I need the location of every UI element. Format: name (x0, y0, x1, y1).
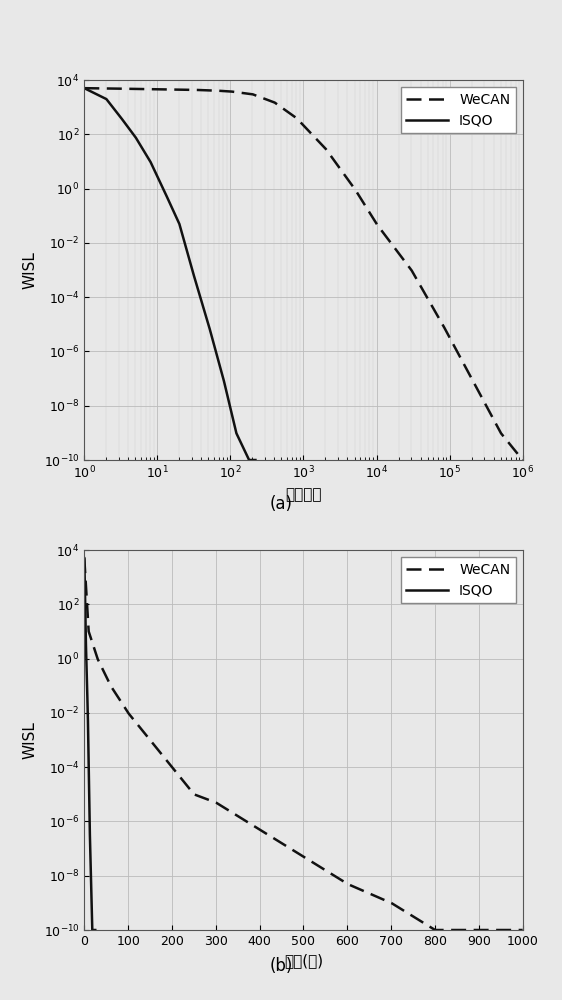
WeCAN (157, 747, 164, 759)
WeCAN (268, 95, 275, 107)
ISQO (92, 924, 99, 936)
ISQO (198, 296, 205, 308)
ISQO (246, 454, 252, 466)
ISQO (156, 175, 163, 187)
WeCAN (268, 831, 275, 843)
WeCAN (511, 443, 518, 455)
WeCAN (157, 83, 164, 95)
WeCAN (464, 364, 470, 376)
WeCAN (511, 924, 518, 936)
ISQO (252, 454, 259, 466)
Line: ISQO: ISQO (84, 558, 95, 930)
X-axis label: 时间(秒): 时间(秒) (284, 953, 323, 968)
ISQO (150, 162, 157, 174)
Legend: WeCAN, ISQO: WeCAN, ISQO (401, 557, 516, 603)
Line: ISQO: ISQO (84, 88, 256, 460)
ISQO (81, 552, 88, 564)
WeCAN (519, 454, 526, 466)
WeCAN (249, 88, 256, 100)
ISQO (81, 82, 88, 94)
Line: WeCAN: WeCAN (84, 88, 523, 460)
ISQO (89, 924, 96, 936)
ISQO (98, 91, 105, 103)
X-axis label: 迭代次数: 迭代次数 (285, 487, 321, 502)
ISQO (217, 363, 224, 375)
ISQO (89, 924, 96, 936)
ISQO (86, 789, 93, 801)
ISQO (88, 909, 95, 921)
WeCAN (81, 552, 88, 564)
ISQO (82, 613, 89, 625)
ISQO (90, 924, 97, 936)
Text: (b): (b) (269, 957, 293, 975)
WeCAN (131, 714, 138, 726)
WeCAN (432, 924, 438, 936)
WeCAN (464, 924, 470, 936)
WeCAN (519, 924, 526, 936)
Line: WeCAN: WeCAN (84, 558, 523, 930)
Y-axis label: WISL: WISL (23, 721, 38, 759)
WeCAN (81, 82, 88, 94)
Legend: WeCAN, ISQO: WeCAN, ISQO (401, 87, 516, 133)
WeCAN (131, 83, 138, 95)
ISQO (214, 352, 221, 364)
Y-axis label: WISL: WISL (23, 251, 38, 289)
Text: (a): (a) (270, 495, 292, 513)
WeCAN (249, 819, 256, 831)
ISQO (85, 764, 92, 776)
